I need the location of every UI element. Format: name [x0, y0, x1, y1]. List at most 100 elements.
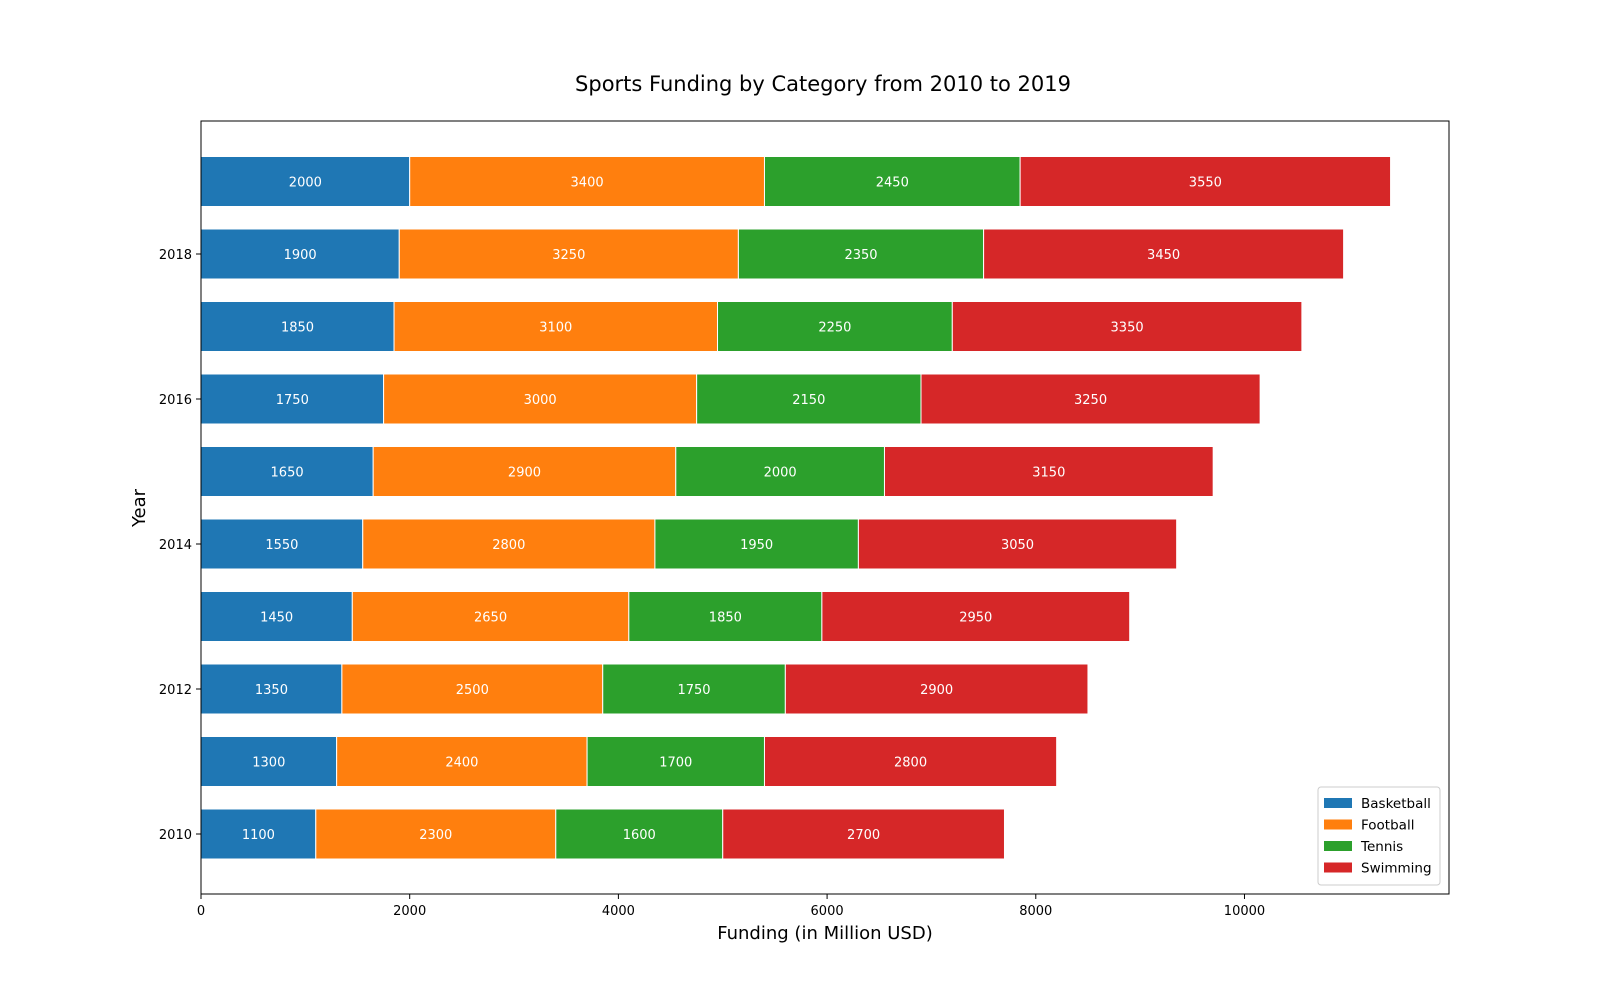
bar-swimming-2011	[763, 736, 1058, 787]
bar-label-football-2011: 2400	[445, 756, 478, 771]
bar-label-basketball-2019: 2000	[289, 176, 322, 191]
bar-label-tennis-2010: 1600	[623, 828, 656, 843]
bar-swimming-2012	[784, 663, 1089, 715]
bar-label-swimming-2014: 3050	[1001, 538, 1034, 553]
bar-label-tennis-2011: 1700	[659, 756, 692, 771]
bar-label-football-2013: 2650	[474, 611, 507, 626]
bar-labels-layer: 1100 2300 1600 2700 1300 2400 1700 2800 1350 2500…	[242, 176, 1222, 844]
bar-tennis-2011	[586, 736, 765, 787]
legend-swatch-basketball	[1324, 798, 1352, 808]
bar-label-basketball-2015: 1650	[271, 466, 304, 481]
bars-layer	[200, 156, 1392, 860]
bar-label-tennis-2012: 1750	[677, 683, 710, 698]
bar-football-2013	[351, 591, 630, 642]
legend-swatch-swimming	[1324, 862, 1352, 873]
bar-tennis-2015	[675, 446, 885, 497]
bar-label-football-2019: 3400	[571, 176, 604, 191]
bar-swimming-2016	[920, 373, 1261, 425]
bar-tennis-2014	[654, 518, 859, 570]
bar-basketball-2013	[200, 591, 353, 642]
bar-label-football-2018: 3250	[552, 248, 585, 263]
bar-football-2011	[336, 736, 588, 787]
y-tick-label: 2010	[159, 828, 192, 843]
bar-basketball-2010	[200, 808, 317, 860]
bar-label-swimming-2012: 2900	[920, 683, 953, 698]
bar-football-2012	[341, 663, 604, 715]
bar-label-basketball-2017: 1850	[281, 321, 314, 336]
bar-label-tennis-2018: 2350	[844, 248, 877, 263]
bar-label-football-2015: 2900	[508, 466, 541, 481]
legend-label-tennis: Tennis	[1360, 839, 1403, 855]
bar-football-2010	[315, 808, 557, 860]
bar-swimming-2015	[883, 446, 1214, 497]
x-tick-label: 6000	[811, 904, 844, 919]
bar-label-swimming-2015: 3150	[1032, 466, 1065, 481]
bar-tennis-2010	[555, 808, 724, 860]
y-axis-title: Year	[129, 488, 150, 528]
bar-label-basketball-2013: 1450	[260, 611, 293, 626]
x-axis: 0 2000 4000 6000 8000 10000	[197, 894, 1265, 919]
x-tick-label: 0	[197, 904, 205, 919]
bar-football-2018	[398, 228, 739, 280]
bar-label-tennis-2014: 1950	[740, 538, 773, 553]
bar-label-football-2012: 2500	[456, 683, 489, 698]
x-tick-label: 10000	[1224, 904, 1265, 919]
bar-label-basketball-2012: 1350	[255, 683, 288, 698]
legend-swatch-football	[1324, 819, 1352, 830]
bar-label-tennis-2015: 2000	[764, 466, 797, 481]
bar-label-tennis-2013: 1850	[709, 611, 742, 626]
bar-label-football-2017: 3100	[539, 321, 572, 336]
bar-label-swimming-2011: 2800	[894, 756, 927, 771]
bar-label-swimming-2018: 3450	[1147, 248, 1180, 263]
bar-label-tennis-2019: 2450	[876, 176, 909, 191]
bar-basketball-2011	[200, 736, 338, 787]
legend-swatch-tennis	[1324, 841, 1352, 851]
bar-tennis-2019	[763, 156, 1021, 207]
bar-label-football-2010: 2300	[419, 828, 452, 843]
bar-swimming-2010	[722, 808, 1005, 860]
bar-tennis-2018	[737, 228, 985, 280]
bar-label-basketball-2011: 1300	[252, 756, 285, 771]
x-tick-label: 4000	[602, 904, 635, 919]
bar-label-basketball-2016: 1750	[276, 393, 309, 408]
bar-basketball-2016	[200, 373, 385, 425]
x-tick-label: 8000	[1019, 904, 1052, 919]
bar-label-swimming-2010: 2700	[847, 828, 880, 843]
bar-tennis-2017	[717, 301, 953, 352]
bar-label-basketball-2018: 1900	[284, 248, 317, 263]
bar-label-basketball-2010: 1100	[242, 828, 275, 843]
bar-label-tennis-2016: 2150	[792, 393, 825, 408]
y-tick-label: 2014	[159, 538, 192, 553]
bar-label-football-2016: 3000	[524, 393, 557, 408]
bar-swimming-2013	[821, 591, 1131, 642]
bar-swimming-2019	[1019, 156, 1392, 207]
bar-label-swimming-2017: 3350	[1111, 321, 1144, 336]
bar-basketball-2015	[200, 446, 374, 497]
chart-title: Sports Funding by Category from 2010 to …	[575, 72, 1071, 96]
y-tick-label: 2012	[159, 683, 192, 698]
bar-label-swimming-2013: 2950	[959, 611, 992, 626]
bar-swimming-2014	[857, 518, 1178, 570]
bar-label-swimming-2019: 3550	[1189, 176, 1222, 191]
plot-frame	[200, 120, 1450, 895]
bar-swimming-2018	[983, 228, 1345, 280]
bar-label-basketball-2014: 1550	[265, 538, 298, 553]
bar-basketball-2017	[200, 301, 395, 352]
legend-box	[1317, 786, 1441, 886]
bar-football-2019	[409, 156, 765, 207]
legend: Basketball Football Tennis Swimming	[1317, 786, 1441, 886]
x-tick-label: 2000	[393, 904, 426, 919]
legend-label-swimming: Swimming	[1361, 861, 1432, 877]
bar-football-2015	[372, 446, 677, 497]
bar-label-swimming-2016: 3250	[1074, 393, 1107, 408]
bar-football-2014	[362, 518, 656, 570]
bar-label-football-2014: 2800	[492, 538, 525, 553]
bar-label-tennis-2017: 2250	[818, 321, 851, 336]
y-axis: 2010 2012 2014 2016 2018	[159, 248, 201, 843]
y-tick-label: 2016	[159, 393, 192, 408]
bar-tennis-2016	[696, 373, 922, 425]
y-tick-label: 2018	[159, 248, 192, 263]
legend-label-basketball: Basketball	[1361, 796, 1431, 812]
